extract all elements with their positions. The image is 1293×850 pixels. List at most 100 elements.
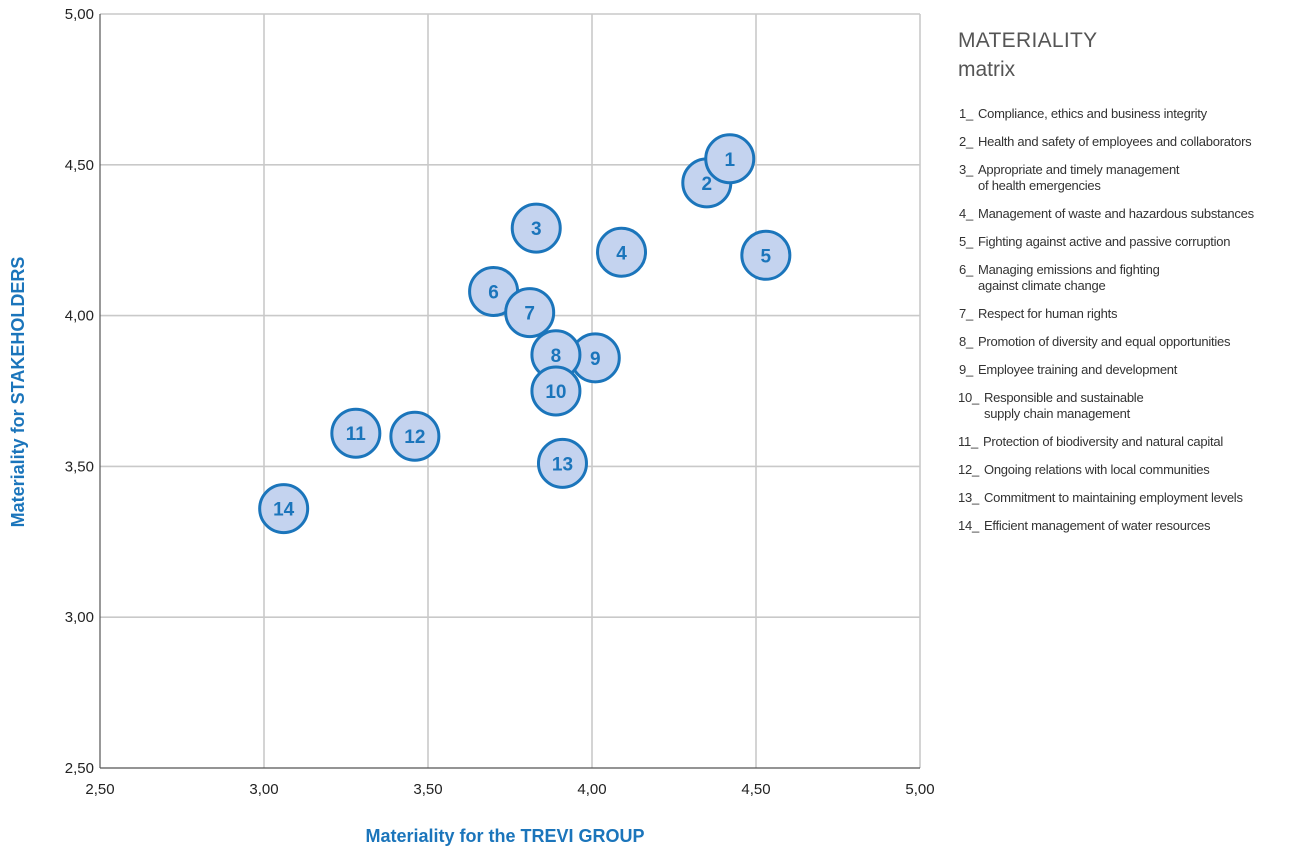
legend-item-number: 3 bbox=[959, 162, 966, 177]
legend-item-number: 4 bbox=[959, 206, 966, 221]
x-axis-title-emphasis: TREVI GROUP bbox=[521, 826, 645, 846]
legend-item-number: 12 bbox=[958, 462, 972, 477]
data-point: 4 bbox=[596, 226, 648, 278]
x-axis-title-prefix: Materiality for the bbox=[365, 826, 520, 846]
legend-item: 9 _ Employee training and development bbox=[958, 362, 1288, 378]
legend-item: 2 _ Health and safety of employees and col… bbox=[958, 134, 1288, 150]
legend-item-separator: _ bbox=[966, 306, 973, 321]
legend-item-separator: _ bbox=[966, 162, 973, 177]
data-point: 10 bbox=[530, 365, 582, 417]
data-point-label: 1 bbox=[724, 150, 735, 171]
legend-item: 1 _ Compliance, ethics and business integr… bbox=[958, 106, 1288, 122]
legend-item-number: 7 bbox=[959, 306, 966, 321]
axes bbox=[99, 14, 920, 769]
legend-item-label: Commitment to maintaining employment lev… bbox=[983, 490, 1243, 505]
data-point-label: 13 bbox=[552, 454, 573, 475]
legend-item: 3 _ Appropriate and timely management of h… bbox=[958, 162, 1288, 194]
legend-item-number: 11 bbox=[958, 434, 971, 449]
legend-item-number: 2 bbox=[959, 134, 966, 149]
data-point-label: 6 bbox=[488, 282, 499, 303]
y-axis-title: Materiality for STAKEHOLDERS bbox=[8, 257, 28, 528]
legend-item-separator: _ bbox=[971, 490, 979, 505]
data-point-label: 10 bbox=[545, 382, 566, 403]
legend-item-label: Health and safety of employees and colla… bbox=[977, 134, 1252, 149]
y-axis-title-emphasis: STAKEHOLDERS bbox=[8, 257, 28, 405]
y-tick-label: 5,00 bbox=[65, 6, 94, 23]
legend-item-separator: _ bbox=[966, 134, 973, 149]
data-point-label: 7 bbox=[524, 304, 535, 325]
legend-item-label: Promotion of diversity and equal opportu… bbox=[977, 334, 1231, 349]
data-point-marker bbox=[389, 410, 441, 462]
legend-item-number: 5 bbox=[959, 234, 966, 249]
legend-item-separator: _ bbox=[971, 462, 979, 477]
legend-item-label: Responsible and sustainable supply chain… bbox=[983, 390, 1144, 421]
data-point: 1 bbox=[704, 133, 756, 185]
data-point: 11 bbox=[330, 407, 382, 459]
legend-subtitle: matrix bbox=[958, 58, 1016, 81]
y-tick-label: 2,50 bbox=[65, 760, 94, 777]
data-point-label: 11 bbox=[346, 424, 367, 445]
legend-item-separator: _ bbox=[966, 106, 973, 121]
y-tick-label: 3,00 bbox=[65, 609, 94, 626]
legend-item-number: 10 bbox=[958, 390, 972, 405]
data-point-marker bbox=[330, 407, 382, 459]
grid-lines bbox=[100, 13, 921, 768]
data-point-label: 4 bbox=[616, 243, 627, 264]
data-points: 21 5 4 3 6 7 9 8 10 13 11 12 14 bbox=[258, 133, 792, 535]
data-point: 3 bbox=[510, 202, 562, 254]
x-tick-label: 2,50 bbox=[85, 781, 114, 798]
data-point-label: 14 bbox=[273, 500, 295, 521]
x-tick-label: 5,00 bbox=[905, 781, 934, 798]
data-point-label: 8 bbox=[551, 346, 562, 367]
legend-item: 10 _ Responsible and sustainable supply ch… bbox=[958, 390, 1288, 422]
data-point-marker bbox=[504, 287, 556, 339]
legend-item-number: 1 bbox=[959, 106, 966, 121]
legend-item-separator: _ bbox=[966, 262, 973, 277]
legend-item: 12 _ Ongoing relations with local communit… bbox=[958, 462, 1288, 478]
legend-item-separator: _ bbox=[971, 390, 979, 405]
legend-item-label: Protection of biodiversity and natural c… bbox=[982, 434, 1223, 449]
legend-item: 13 _ Commitment to maintaining employment … bbox=[958, 490, 1288, 506]
legend-item-label: Ongoing relations with local communities bbox=[983, 462, 1210, 477]
x-axis-title: Materiality for the TREVI GROUP bbox=[365, 826, 644, 846]
legend-item-separator: _ bbox=[966, 362, 973, 377]
data-point: 14 bbox=[258, 483, 310, 535]
materiality-chart: 2,50 3,00 3,50 4,00 4,50 5,00 2,50 3,00 3,50 4,00… bbox=[8, 6, 935, 846]
legend-item-separator: _ bbox=[971, 434, 978, 449]
legend-item-number: 13 bbox=[958, 490, 972, 505]
data-point-marker bbox=[596, 226, 648, 278]
data-point-marker bbox=[510, 202, 562, 254]
data-point: 8 bbox=[530, 329, 582, 381]
legend-item-separator: _ bbox=[966, 234, 973, 249]
legend-item-number: 14 bbox=[958, 518, 972, 533]
x-tick-label: 4,50 bbox=[741, 781, 770, 798]
data-point-label: 9 bbox=[590, 349, 601, 370]
data-point: 5 bbox=[740, 229, 792, 281]
y-axis-title-prefix: Materiality for bbox=[8, 404, 28, 527]
legend-item-label: Efficient management of water resources bbox=[983, 518, 1211, 533]
legend-panel: MATERIALITY matrix 1 _ Compliance, ethics … bbox=[958, 26, 1288, 546]
data-point-marker bbox=[740, 229, 792, 281]
data-point-label: 2 bbox=[702, 174, 713, 195]
data-point-marker bbox=[536, 437, 588, 489]
legend-item-label: Respect for human rights bbox=[977, 306, 1118, 321]
legend-item: 5 _ Fighting against active and passive co… bbox=[958, 234, 1288, 250]
legend-title: MATERIALITY bbox=[958, 29, 1098, 52]
x-tick-label: 3,00 bbox=[249, 781, 278, 798]
legend-item: 7 _ Respect for human rights bbox=[958, 306, 1288, 322]
data-point-label: 12 bbox=[404, 427, 425, 448]
data-point-marker bbox=[530, 365, 582, 417]
data-point: 12 bbox=[389, 410, 441, 462]
data-point: 7 bbox=[504, 287, 556, 339]
legend-item-label: Appropriate and timely management of hea… bbox=[977, 162, 1180, 193]
legend-item: 6 _ Managing emissions and fighting agains… bbox=[958, 262, 1288, 294]
legend-item-label: Managing emissions and fighting against … bbox=[977, 262, 1160, 293]
data-point-marker bbox=[704, 133, 756, 185]
legend-item-label: Employee training and development bbox=[977, 362, 1178, 377]
data-point-label: 3 bbox=[531, 219, 542, 240]
legend-item-number: 9 bbox=[959, 362, 966, 377]
x-tick-label: 3,50 bbox=[413, 781, 442, 798]
legend-item-separator: _ bbox=[966, 206, 973, 221]
data-point-marker bbox=[258, 483, 310, 535]
legend-item-label: Fighting against active and passive corr… bbox=[977, 234, 1231, 249]
